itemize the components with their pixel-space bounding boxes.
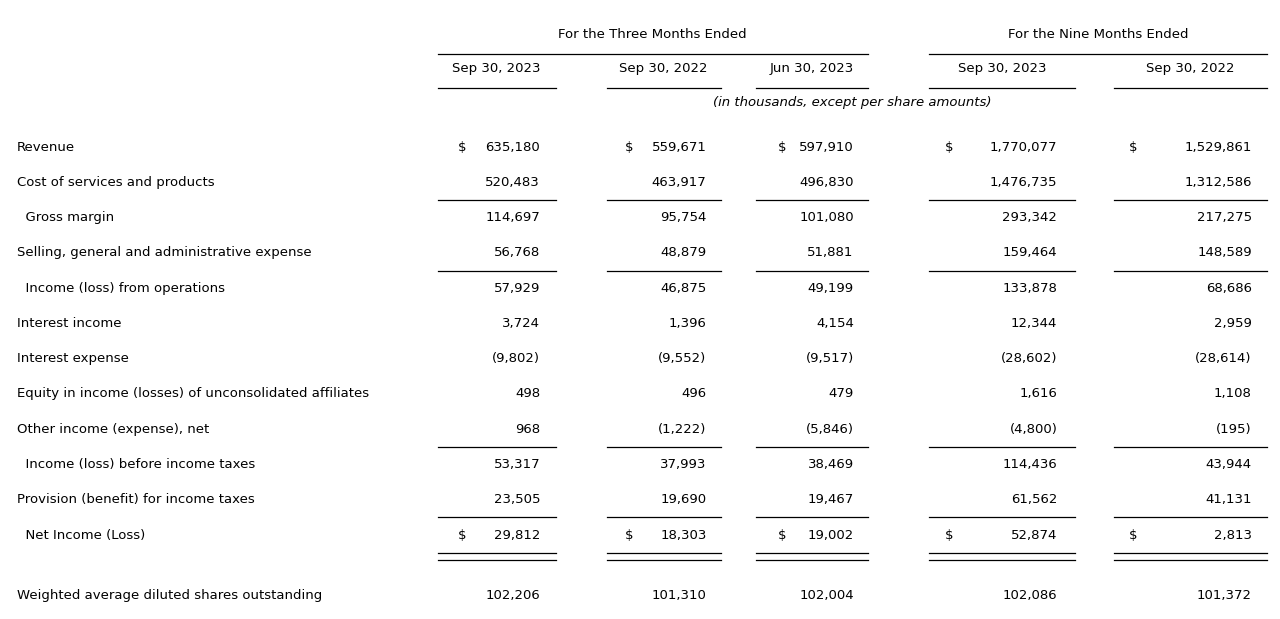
Text: 496,830: 496,830 — [799, 176, 854, 189]
Text: Income (loss) before income taxes: Income (loss) before income taxes — [17, 458, 255, 471]
Text: 102,206: 102,206 — [485, 589, 540, 602]
Text: Sep 30, 2022: Sep 30, 2022 — [620, 62, 708, 75]
Text: 148,589: 148,589 — [1197, 246, 1252, 259]
Text: $: $ — [945, 529, 954, 542]
Text: $: $ — [625, 141, 634, 154]
Text: 102,004: 102,004 — [799, 589, 854, 602]
Text: 38,469: 38,469 — [808, 458, 854, 471]
Text: (9,517): (9,517) — [805, 352, 854, 365]
Text: 496: 496 — [681, 387, 707, 400]
Text: $: $ — [458, 529, 467, 542]
Text: 3,724: 3,724 — [502, 317, 540, 330]
Text: 56,768: 56,768 — [494, 246, 540, 259]
Text: (9,552): (9,552) — [658, 352, 707, 365]
Text: (195): (195) — [1216, 423, 1252, 436]
Text: $: $ — [778, 529, 787, 542]
Text: (4,800): (4,800) — [1010, 423, 1057, 436]
Text: Sep 30, 2023: Sep 30, 2023 — [957, 62, 1047, 75]
Text: $: $ — [1129, 141, 1138, 154]
Text: 101,080: 101,080 — [799, 211, 854, 224]
Text: Other income (expense), net: Other income (expense), net — [17, 423, 209, 436]
Text: 57,929: 57,929 — [494, 282, 540, 295]
Text: Revenue: Revenue — [17, 141, 74, 154]
Text: 159,464: 159,464 — [1002, 246, 1057, 259]
Text: Sep 30, 2022: Sep 30, 2022 — [1146, 62, 1235, 75]
Text: Provision (benefit) for income taxes: Provision (benefit) for income taxes — [17, 493, 255, 506]
Text: 41,131: 41,131 — [1206, 493, 1252, 506]
Text: $: $ — [458, 141, 467, 154]
Text: $: $ — [945, 141, 954, 154]
Text: 61,562: 61,562 — [1011, 493, 1057, 506]
Text: Weighted average diluted shares outstanding: Weighted average diluted shares outstand… — [17, 589, 321, 602]
Text: 29,812: 29,812 — [494, 529, 540, 542]
Text: 114,697: 114,697 — [485, 211, 540, 224]
Text: (28,614): (28,614) — [1196, 352, 1252, 365]
Text: $: $ — [778, 141, 787, 154]
Text: 1,312,586: 1,312,586 — [1184, 176, 1252, 189]
Text: 1,396: 1,396 — [668, 317, 707, 330]
Text: Interest income: Interest income — [17, 317, 122, 330]
Text: 1,770,077: 1,770,077 — [989, 141, 1057, 154]
Text: $: $ — [625, 529, 634, 542]
Text: 133,878: 133,878 — [1002, 282, 1057, 295]
Text: 4,154: 4,154 — [815, 317, 854, 330]
Text: Income (loss) from operations: Income (loss) from operations — [17, 282, 225, 295]
Text: (5,846): (5,846) — [806, 423, 854, 436]
Text: For the Nine Months Ended: For the Nine Months Ended — [1007, 28, 1189, 41]
Text: 498: 498 — [515, 387, 540, 400]
Text: 2,959: 2,959 — [1213, 317, 1252, 330]
Text: 1,616: 1,616 — [1019, 387, 1057, 400]
Text: 559,671: 559,671 — [652, 141, 707, 154]
Text: 18,303: 18,303 — [660, 529, 707, 542]
Text: 463,917: 463,917 — [652, 176, 707, 189]
Text: 2,813: 2,813 — [1213, 529, 1252, 542]
Text: 1,108: 1,108 — [1213, 387, 1252, 400]
Text: (in thousands, except per share amounts): (in thousands, except per share amounts) — [713, 96, 992, 109]
Text: 48,879: 48,879 — [660, 246, 707, 259]
Text: 52,874: 52,874 — [1011, 529, 1057, 542]
Text: Selling, general and administrative expense: Selling, general and administrative expe… — [17, 246, 311, 259]
Text: 53,317: 53,317 — [494, 458, 540, 471]
Text: Net Income (Loss): Net Income (Loss) — [17, 529, 145, 542]
Text: (1,222): (1,222) — [658, 423, 707, 436]
Text: Gross margin: Gross margin — [17, 211, 114, 224]
Text: 19,467: 19,467 — [808, 493, 854, 506]
Text: 1,476,735: 1,476,735 — [989, 176, 1057, 189]
Text: 1,529,861: 1,529,861 — [1184, 141, 1252, 154]
Text: Sep 30, 2023: Sep 30, 2023 — [452, 62, 541, 75]
Text: Cost of services and products: Cost of services and products — [17, 176, 214, 189]
Text: 520,483: 520,483 — [485, 176, 540, 189]
Text: 114,436: 114,436 — [1002, 458, 1057, 471]
Text: 49,199: 49,199 — [808, 282, 854, 295]
Text: 217,275: 217,275 — [1197, 211, 1252, 224]
Text: 19,690: 19,690 — [660, 493, 707, 506]
Text: 293,342: 293,342 — [1002, 211, 1057, 224]
Text: 19,002: 19,002 — [808, 529, 854, 542]
Text: 43,944: 43,944 — [1206, 458, 1252, 471]
Text: $: $ — [1129, 529, 1138, 542]
Text: 635,180: 635,180 — [485, 141, 540, 154]
Text: Jun 30, 2023: Jun 30, 2023 — [771, 62, 854, 75]
Text: (9,802): (9,802) — [492, 352, 540, 365]
Text: 46,875: 46,875 — [660, 282, 707, 295]
Text: 101,372: 101,372 — [1197, 589, 1252, 602]
Text: 968: 968 — [515, 423, 540, 436]
Text: 95,754: 95,754 — [660, 211, 707, 224]
Text: 23,505: 23,505 — [494, 493, 540, 506]
Text: 101,310: 101,310 — [652, 589, 707, 602]
Text: (28,602): (28,602) — [1001, 352, 1057, 365]
Text: 597,910: 597,910 — [799, 141, 854, 154]
Text: 479: 479 — [828, 387, 854, 400]
Text: Interest expense: Interest expense — [17, 352, 128, 365]
Text: For the Three Months Ended: For the Three Months Ended — [558, 28, 748, 41]
Text: 12,344: 12,344 — [1011, 317, 1057, 330]
Text: 37,993: 37,993 — [660, 458, 707, 471]
Text: 102,086: 102,086 — [1002, 589, 1057, 602]
Text: 51,881: 51,881 — [808, 246, 854, 259]
Text: 68,686: 68,686 — [1206, 282, 1252, 295]
Text: Equity in income (losses) of unconsolidated affiliates: Equity in income (losses) of unconsolida… — [17, 387, 369, 400]
